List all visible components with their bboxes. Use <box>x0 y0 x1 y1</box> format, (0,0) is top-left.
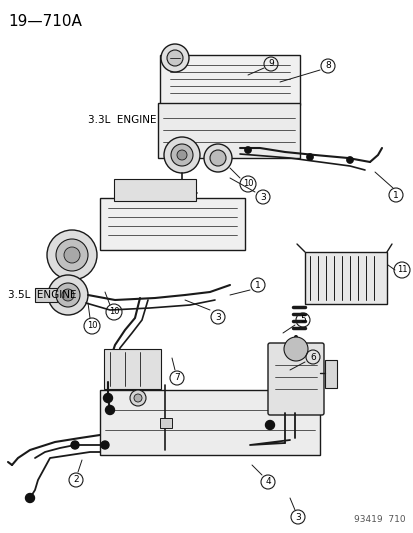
Circle shape <box>56 239 88 271</box>
Text: 3: 3 <box>294 513 300 521</box>
Text: 10: 10 <box>109 308 119 317</box>
Circle shape <box>56 283 80 307</box>
Bar <box>100 390 319 455</box>
Text: 3: 3 <box>215 312 221 321</box>
Circle shape <box>103 393 112 402</box>
Text: 8: 8 <box>324 61 330 70</box>
Circle shape <box>177 150 187 160</box>
Circle shape <box>105 406 114 415</box>
Circle shape <box>306 154 313 160</box>
Circle shape <box>47 230 97 280</box>
Bar <box>159 418 171 428</box>
Circle shape <box>164 137 199 173</box>
Bar <box>35 288 57 302</box>
Text: 9: 9 <box>268 60 273 69</box>
FancyBboxPatch shape <box>114 179 195 201</box>
Circle shape <box>130 390 146 406</box>
FancyBboxPatch shape <box>159 55 299 105</box>
Text: 11: 11 <box>396 265 406 274</box>
Text: 4: 4 <box>265 478 270 487</box>
Text: 93419  710: 93419 710 <box>354 515 405 524</box>
Circle shape <box>204 144 231 172</box>
Text: 7: 7 <box>174 374 179 383</box>
Text: 10: 10 <box>87 321 97 330</box>
Circle shape <box>48 275 88 315</box>
Circle shape <box>244 147 251 154</box>
Circle shape <box>166 50 183 66</box>
Circle shape <box>71 441 79 449</box>
Circle shape <box>283 337 307 361</box>
Text: 1: 1 <box>392 190 398 199</box>
Circle shape <box>62 289 74 301</box>
FancyBboxPatch shape <box>100 198 244 250</box>
Circle shape <box>101 441 109 449</box>
FancyBboxPatch shape <box>104 349 161 389</box>
Text: 1: 1 <box>254 280 260 289</box>
Circle shape <box>134 394 142 402</box>
Circle shape <box>171 144 192 166</box>
Bar <box>304 252 386 304</box>
Circle shape <box>346 157 353 164</box>
FancyBboxPatch shape <box>267 343 323 415</box>
Text: 3: 3 <box>259 192 265 201</box>
Circle shape <box>26 494 34 503</box>
Text: 19—710A: 19—710A <box>8 14 82 29</box>
Text: 3.3L  ENGINE: 3.3L ENGINE <box>88 115 156 125</box>
Circle shape <box>209 150 225 166</box>
Text: 3.5L  ENGINE: 3.5L ENGINE <box>8 290 76 300</box>
Text: 6: 6 <box>309 352 315 361</box>
FancyBboxPatch shape <box>158 103 299 158</box>
Circle shape <box>161 44 189 72</box>
Text: 10: 10 <box>242 180 253 189</box>
Bar <box>324 360 336 388</box>
Circle shape <box>265 421 274 430</box>
Text: 5: 5 <box>299 316 305 325</box>
Text: 2: 2 <box>73 475 78 484</box>
Circle shape <box>64 247 80 263</box>
